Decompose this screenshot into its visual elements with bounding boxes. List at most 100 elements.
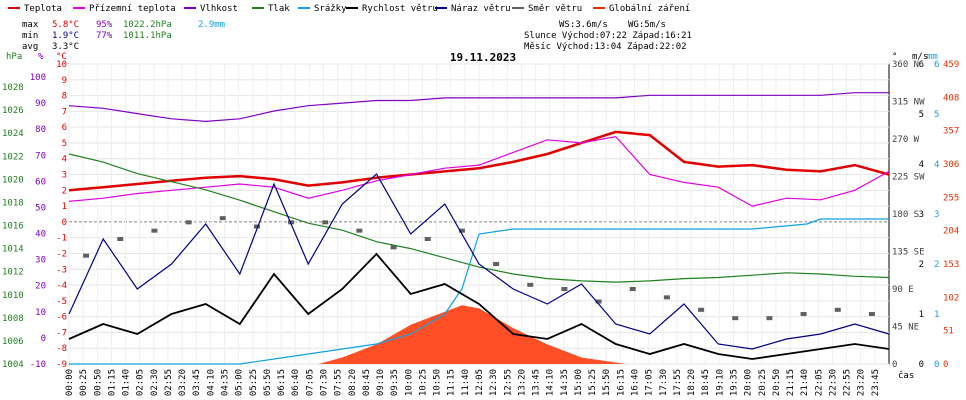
tick-time: 11:15: [447, 369, 457, 396]
tick-hpa: 1004: [2, 360, 24, 370]
tick-pct: 0: [41, 334, 46, 344]
tick-time: 17:05: [645, 369, 655, 396]
tick-hpa: 1008: [2, 314, 24, 324]
tick-pct: 70: [35, 151, 46, 161]
tick-time: 07:55: [334, 369, 344, 396]
tick-temp: -3: [56, 265, 67, 275]
legend-label: Vlhkost: [200, 4, 238, 14]
tick-time: 12:30: [489, 369, 499, 396]
info-wg: WG:5m/s: [628, 20, 666, 30]
tick-pct: 90: [35, 99, 46, 109]
tick-time: 12:55: [503, 369, 513, 396]
tick-pct: 50: [35, 203, 46, 213]
tick-time: 13:20: [517, 369, 527, 396]
tick-time: 17:30: [659, 369, 669, 396]
tick-time: 18:45: [701, 369, 711, 396]
tick-time: 00:25: [79, 369, 89, 396]
tick-time: 12:05: [475, 369, 485, 396]
plot-area: [68, 63, 890, 365]
tick-time: 05:25: [249, 369, 259, 396]
wind-direction-mark: [253, 224, 260, 229]
tick-time: 17:55: [673, 369, 683, 396]
tick-hpa: 1012: [2, 268, 24, 278]
stats-block: max 5.8°C 95% 1022.2hPa 2.9mm min 1.9°C …: [22, 20, 225, 52]
tick-time: 09:10: [376, 369, 386, 396]
tick-wind: 4: [919, 160, 924, 170]
tick-time: 02:55: [164, 369, 174, 396]
tick-time: 10:00: [404, 369, 414, 396]
tick-direction: 180 S: [892, 210, 919, 220]
tick-time: 15:25: [588, 369, 598, 396]
tick-hpa: 1010: [2, 291, 24, 301]
tick-direction: 360 N: [892, 60, 919, 70]
tick-time: 20:25: [758, 369, 768, 396]
tick-wind: 0: [919, 360, 924, 370]
tick-time: 21:40: [800, 369, 810, 396]
tick-pct: 10: [35, 308, 46, 318]
tick-temp: -1: [56, 234, 67, 244]
wind-direction-mark: [663, 295, 670, 300]
wind-direction-mark: [766, 316, 773, 321]
wind-direction-mark: [698, 307, 705, 312]
wind-direction-mark: [83, 253, 90, 258]
tick-time: 13:45: [532, 369, 542, 396]
tick-hpa: 1016: [2, 222, 24, 232]
series-teplota: [68, 130, 890, 192]
wind-direction-mark: [629, 287, 636, 291]
tick-time: 23:20: [857, 369, 867, 396]
stat-min-label: min: [22, 31, 38, 41]
wind-direction-mark: [868, 312, 875, 316]
tick-direction: 315 NW: [892, 98, 925, 108]
tick-radiation: 459: [943, 60, 959, 70]
wind-direction-mark: [424, 237, 431, 241]
tick-hpa: 1018: [2, 198, 24, 208]
info-ws: WS:3.6m/s: [559, 20, 608, 30]
tick-temp: 7: [62, 107, 67, 117]
tick-pct: -10: [30, 360, 46, 370]
stat-max-label: max: [22, 20, 39, 30]
tick-time: 01:40: [122, 369, 132, 396]
tick-time: 03:20: [178, 369, 188, 396]
tick-temp: -7: [56, 328, 67, 338]
chart-title: 19.11.2023: [450, 51, 516, 64]
tick-time: 05:00: [235, 369, 245, 396]
legend-label: Teplota: [24, 4, 62, 14]
axis-ticks: 1004100610081010101210141016101810201022…: [2, 60, 959, 396]
tick-time: 06:40: [291, 369, 301, 396]
tick-pct: 100: [30, 73, 46, 83]
tick-time: 14:35: [560, 369, 570, 396]
tick-direction: 225 SW: [892, 173, 925, 183]
legend-label: Globální záření: [609, 4, 690, 14]
tick-rain: 3: [934, 210, 939, 220]
tick-rain: 4: [934, 160, 939, 170]
tick-time: 06:15: [277, 369, 287, 396]
wind-direction-mark: [493, 262, 500, 266]
legend-label: Srážky: [314, 4, 347, 14]
tick-time: 14:10: [546, 369, 556, 396]
stat-min-press: 1011.1hPa: [123, 31, 172, 41]
tick-rain: 0: [934, 360, 939, 370]
wind-direction-mark: [219, 216, 226, 221]
stat-avg-label: avg: [22, 42, 38, 52]
tick-radiation: 255: [943, 193, 959, 203]
wind-direction-mark: [117, 237, 124, 241]
wind-direction-mark: [356, 228, 363, 233]
tick-time: 00:50: [93, 369, 103, 396]
stat-max-hum: 95%: [96, 20, 113, 30]
tick-time: 15:50: [602, 369, 612, 396]
tick-time: 02:05: [136, 369, 146, 396]
legend-label: Rychlost větru: [362, 4, 438, 14]
tick-time: 21:15: [786, 369, 796, 396]
tick-time: 18:20: [687, 369, 697, 396]
tick-time: 04:35: [221, 369, 231, 396]
tick-time: 01:15: [107, 369, 117, 396]
wind-direction-mark: [185, 220, 192, 225]
tick-time: 09:35: [390, 369, 400, 396]
tick-pct: 80: [35, 125, 46, 135]
tick-direction: 90 E: [892, 285, 914, 295]
wind-direction-mark: [595, 299, 602, 304]
tick-rain: 2: [934, 260, 939, 270]
tick-temp: 5: [62, 139, 67, 149]
tick-temp: 8: [62, 92, 67, 102]
tick-time: 22:30: [828, 369, 838, 396]
